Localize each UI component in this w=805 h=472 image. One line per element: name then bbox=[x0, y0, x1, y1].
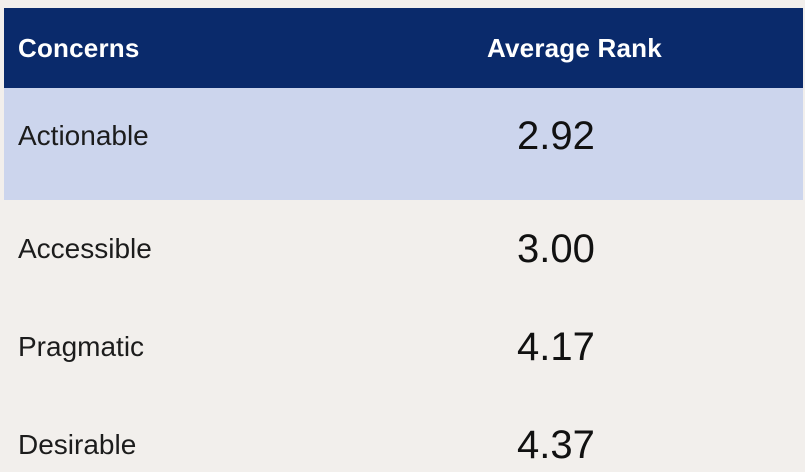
concern-label: Pragmatic bbox=[18, 331, 145, 362]
concerns-rank-table: Concerns Average Rank Actionable 2.92 Ac… bbox=[4, 8, 803, 472]
column-header-average-rank: Average Rank bbox=[487, 32, 662, 63]
table-row: Accessible 3.00 bbox=[4, 200, 803, 298]
concern-label: Desirable bbox=[18, 429, 137, 460]
table-row: Desirable 4.37 bbox=[4, 396, 803, 472]
average-rank-value: 4.37 bbox=[517, 422, 595, 467]
table-row: Pragmatic 4.17 bbox=[4, 298, 803, 396]
table-body: Actionable 2.92 Accessible 3.00 Pragmati… bbox=[4, 88, 803, 472]
table-header-row: Concerns Average Rank bbox=[4, 8, 803, 88]
average-rank-value: 3.00 bbox=[517, 226, 595, 271]
average-rank-value: 4.17 bbox=[517, 324, 595, 369]
table-row: Actionable 2.92 bbox=[4, 88, 803, 200]
concern-label: Actionable bbox=[18, 120, 149, 151]
concern-label: Accessible bbox=[18, 233, 152, 264]
average-rank-value: 2.92 bbox=[517, 113, 595, 158]
column-header-concerns: Concerns bbox=[18, 32, 140, 63]
